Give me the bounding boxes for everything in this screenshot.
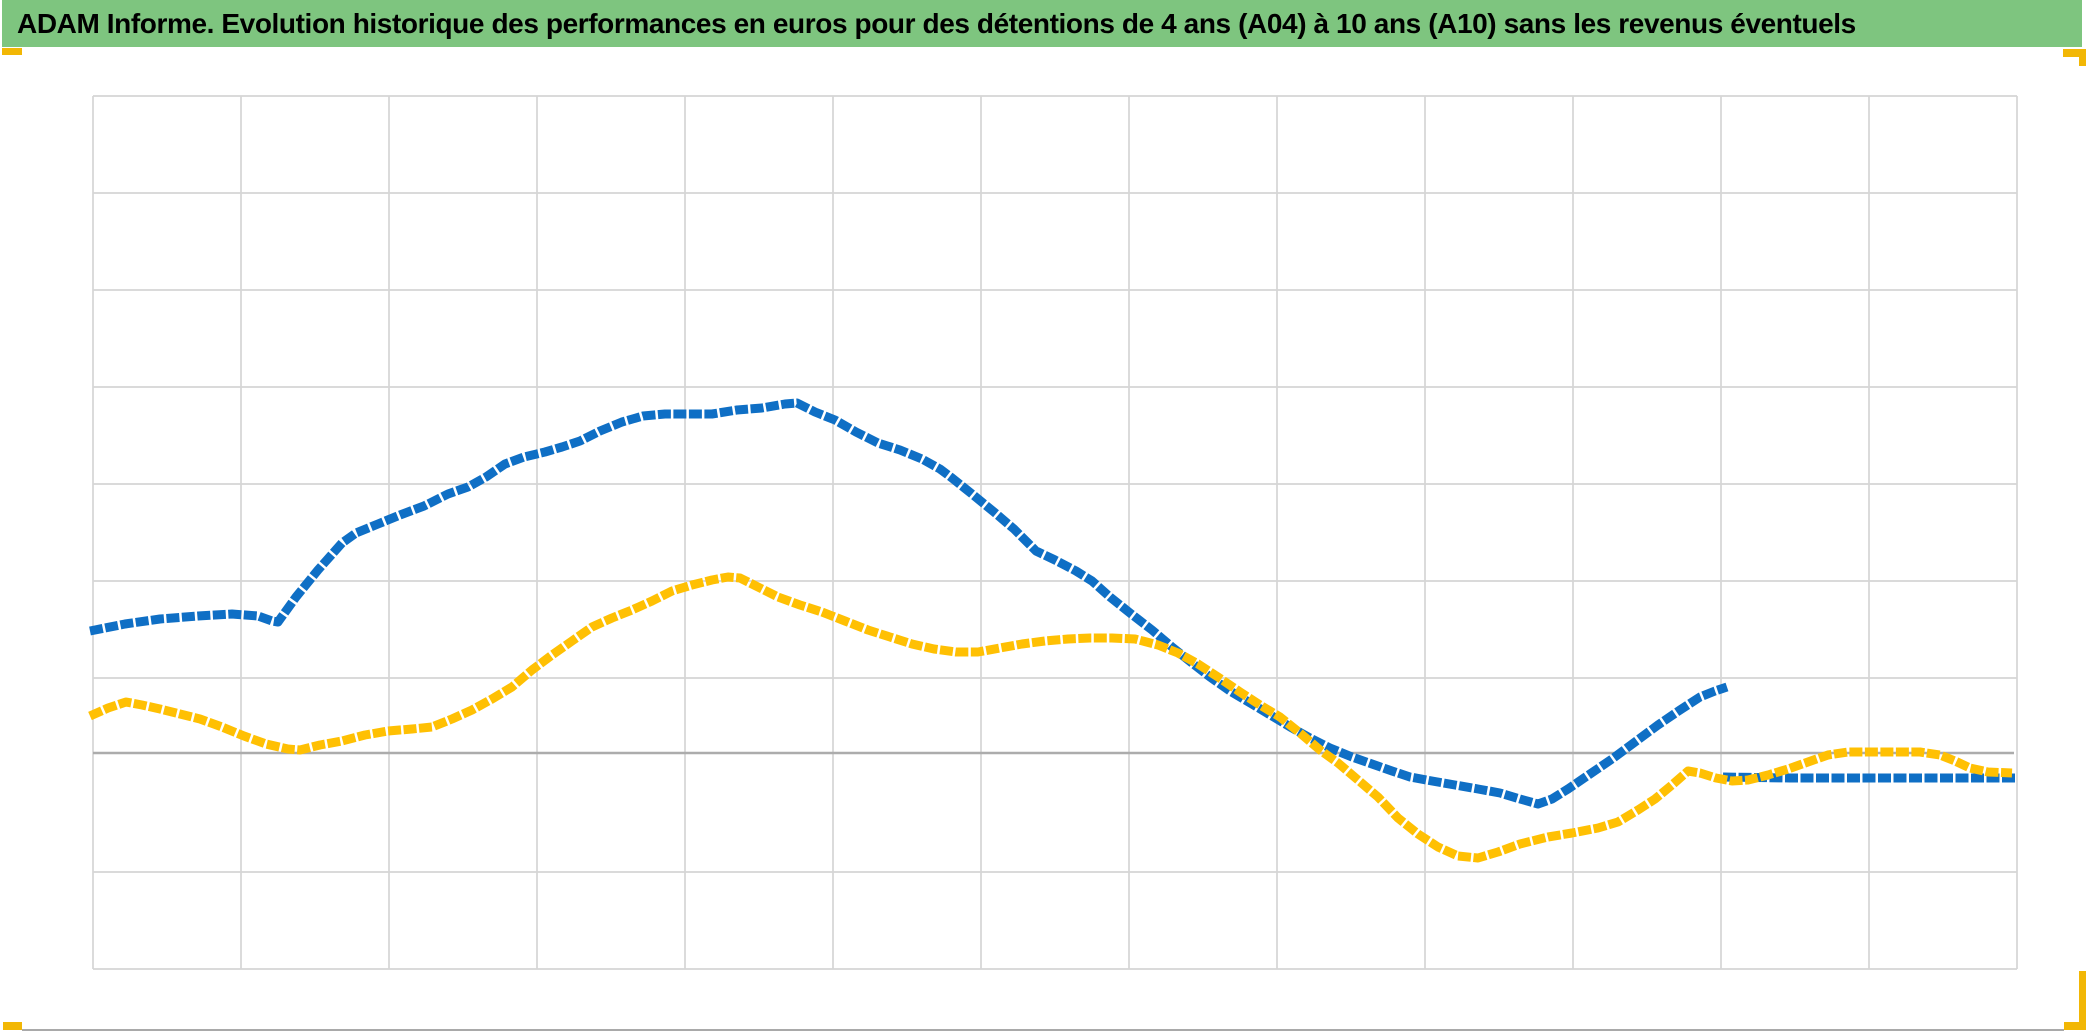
yellow-series-line	[88, 572, 2013, 863]
corner-handle-top-right-h	[2063, 49, 2086, 57]
corner-handle-bottom-left	[3, 1022, 22, 1030]
page-title: ADAM Informe. Evolution historique des p…	[17, 7, 1856, 39]
blue-series-line	[89, 398, 1729, 809]
corner-handle-bottom-right-h	[2064, 1022, 2086, 1030]
bottom-rule	[22, 1029, 2064, 1031]
blue-series-line	[1722, 772, 2016, 783]
corner-handle-bottom-right-v	[2079, 971, 2086, 1030]
series-group	[88, 398, 2016, 863]
corner-handle-top-left	[2, 48, 22, 55]
header-bar: ADAM Informe. Evolution historique des p…	[2, 0, 2082, 47]
gridlines-group	[92, 95, 2018, 970]
corner-handle-top-right-v	[2079, 49, 2086, 66]
